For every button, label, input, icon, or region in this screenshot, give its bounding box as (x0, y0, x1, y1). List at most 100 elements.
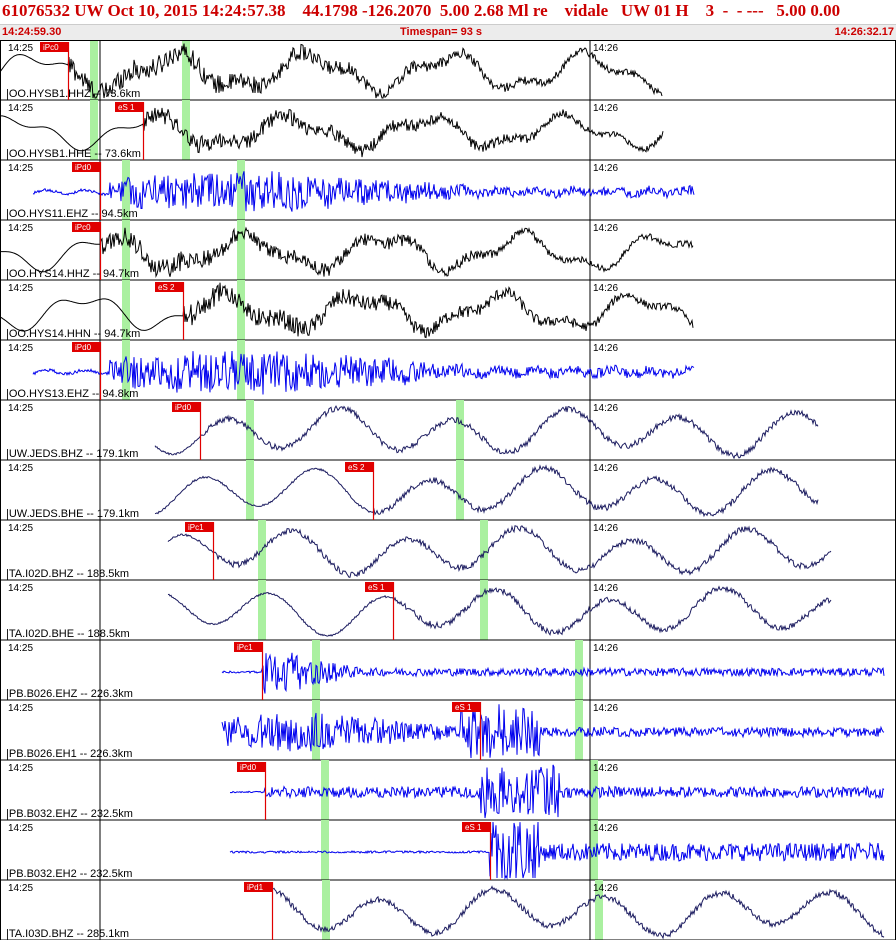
time-label-right: 14:26 (593, 523, 618, 534)
channel-label: |OO.HYS14.HHZ -- 94.7km (6, 268, 139, 280)
phase-window (90, 40, 98, 100)
pick-marker[interactable] (462, 822, 490, 832)
time-label-right: 14:26 (593, 163, 618, 174)
channel-trace[interactable]: 14:25 14:26 eS 2 |UW.JEDS.BHE -- 179.1km (0, 460, 896, 521)
phase-window (90, 100, 98, 160)
event-title: 61076532 UW Oct 10, 2015 14:24:57.38 44.… (2, 1, 841, 20)
pick-label: iPd0 (175, 403, 192, 412)
waveform (229, 764, 885, 819)
waveform (32, 350, 695, 395)
phase-window (456, 400, 464, 460)
pick-marker[interactable] (452, 702, 480, 712)
phase-window (480, 520, 488, 580)
waveform (154, 405, 819, 460)
channel-trace[interactable]: 14:25 14:26 iPc0 |OO.HYS14.HHZ -- 94.7km (0, 220, 896, 281)
waveform (154, 464, 819, 518)
phase-window (575, 640, 583, 700)
waveform (167, 525, 832, 578)
pick-label: eS 1 (368, 583, 385, 592)
channel-label: |PB.B032.EHZ -- 232.5km (6, 808, 133, 820)
channel-label: |OO.HYS11.EHZ -- 94.5km (6, 208, 138, 220)
time-label-right: 14:26 (593, 643, 618, 654)
channel-trace[interactable]: 14:25 14:26 iPd1 |TA.I03D.BHZ -- 285.1km (0, 880, 896, 940)
waveform (167, 585, 832, 637)
phase-window (237, 340, 245, 400)
phase-window (595, 880, 603, 940)
time-label-left: 14:25 (8, 763, 33, 774)
pick-marker[interactable] (115, 102, 143, 112)
pick-marker[interactable] (40, 42, 68, 52)
pick-marker[interactable] (185, 522, 213, 532)
channel-trace[interactable]: 14:25 14:26 iPc1 |PB.B026.EHZ -- 226.3km (0, 640, 896, 701)
channel-label: |OO.HYSB1.HHZ -- 73.6km (6, 88, 140, 100)
time-label-left: 14:25 (8, 463, 33, 474)
time-label-right: 14:26 (593, 703, 618, 714)
pick-label: iPd0 (75, 343, 92, 352)
time-label-left: 14:25 (8, 883, 33, 894)
pick-marker[interactable] (345, 462, 373, 472)
phase-window (321, 820, 329, 880)
pick-label: iPd1 (247, 883, 264, 892)
time-label-right: 14:26 (593, 883, 618, 894)
pick-marker[interactable] (72, 162, 100, 172)
waveform (255, 885, 885, 940)
time-label-left: 14:25 (8, 283, 33, 294)
time-label-left: 14:25 (8, 43, 33, 54)
pick-marker[interactable] (234, 642, 262, 652)
waveform (0, 226, 694, 278)
time-label-left: 14:25 (8, 643, 33, 654)
pick-label: eS 1 (118, 103, 135, 112)
channel-trace[interactable]: 14:25 14:26 eS 1 |PB.B032.EH2 -- 232.5km (0, 820, 896, 881)
channel-trace[interactable]: 14:25 14:26 iPd0 |OO.HYS13.EHZ -- 94.8km (0, 340, 896, 401)
waveform (32, 171, 695, 212)
channel-label: |OO.HYSB1.HHE -- 73.6km (6, 148, 141, 160)
time-label-right: 14:26 (593, 823, 618, 834)
time-label-right: 14:26 (593, 103, 618, 114)
phase-window (182, 40, 190, 100)
pick-label: iPc1 (188, 523, 204, 532)
pick-marker[interactable] (365, 582, 393, 592)
pick-marker[interactable] (172, 402, 200, 412)
time-label-right: 14:26 (593, 583, 618, 594)
channel-trace[interactable]: 14:25 14:26 eS 1 |OO.HYSB1.HHE -- 73.6km (0, 100, 896, 161)
pick-label: iPd0 (75, 163, 92, 172)
time-label-left: 14:25 (8, 343, 33, 354)
phase-window (122, 160, 130, 220)
pick-marker[interactable] (244, 882, 272, 892)
waveform (0, 107, 664, 158)
phase-window (480, 580, 488, 640)
waveform (0, 282, 694, 339)
phase-window (312, 700, 320, 760)
time-label-left: 14:25 (8, 163, 33, 174)
channel-label: |PB.B026.EH1 -- 226.3km (6, 748, 132, 760)
channel-trace[interactable]: 14:25 14:26 eS 1 |PB.B026.EH1 -- 226.3km (0, 700, 896, 761)
channel-label: |UW.JEDS.BHE -- 179.1km (6, 508, 139, 520)
start-time: 14:24:59.30 (2, 26, 62, 38)
pick-marker[interactable] (72, 222, 100, 232)
channel-label: |UW.JEDS.BHZ -- 179.1km (6, 448, 138, 460)
channel-label: |PB.B026.EHZ -- 226.3km (6, 688, 133, 700)
timespan-label: Timespan= 93 s (400, 26, 483, 38)
waveform (229, 821, 885, 880)
channel-trace[interactable]: 14:25 14:26 iPd0 |PB.B032.EHZ -- 232.5km (0, 760, 896, 821)
phase-window (122, 220, 130, 280)
waveform (221, 652, 885, 694)
time-label-right: 14:26 (593, 43, 618, 54)
time-label-right: 14:26 (593, 283, 618, 294)
channel-trace[interactable]: 14:25 14:26 iPc1 |TA.I02D.BHZ -- 188.5km (0, 520, 896, 581)
pick-label: iPc0 (43, 43, 59, 52)
phase-window (456, 460, 464, 520)
pick-marker[interactable] (237, 762, 265, 772)
pick-label: eS 2 (158, 283, 175, 292)
channel-trace[interactable]: 14:25 14:26 iPd0 |UW.JEDS.BHZ -- 179.1km (0, 400, 896, 461)
channel-trace[interactable]: 14:25 14:26 iPd0 |OO.HYS11.EHZ -- 94.5km (0, 160, 896, 221)
pick-marker[interactable] (155, 282, 183, 292)
time-label-right: 14:26 (593, 763, 618, 774)
channel-trace[interactable]: 14:25 14:26 iPc0 |OO.HYSB1.HHZ -- 73.6km (0, 40, 896, 101)
pick-marker[interactable] (72, 342, 100, 352)
channel-trace[interactable]: 14:25 14:26 eS 1 |TA.I02D.BHE -- 188.5km (0, 580, 896, 641)
channel-trace[interactable]: 14:25 14:26 eS 2 |OO.HYS14.HHN -- 94.7km (0, 280, 896, 341)
time-label-left: 14:25 (8, 403, 33, 414)
channel-label: |OO.HYS14.HHN -- 94.7km (6, 328, 140, 340)
